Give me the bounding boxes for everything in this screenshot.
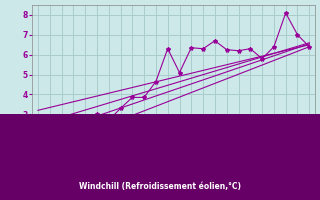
Text: Windchill (Refroidissement éolien,°C): Windchill (Refroidissement éolien,°C)	[79, 182, 241, 192]
